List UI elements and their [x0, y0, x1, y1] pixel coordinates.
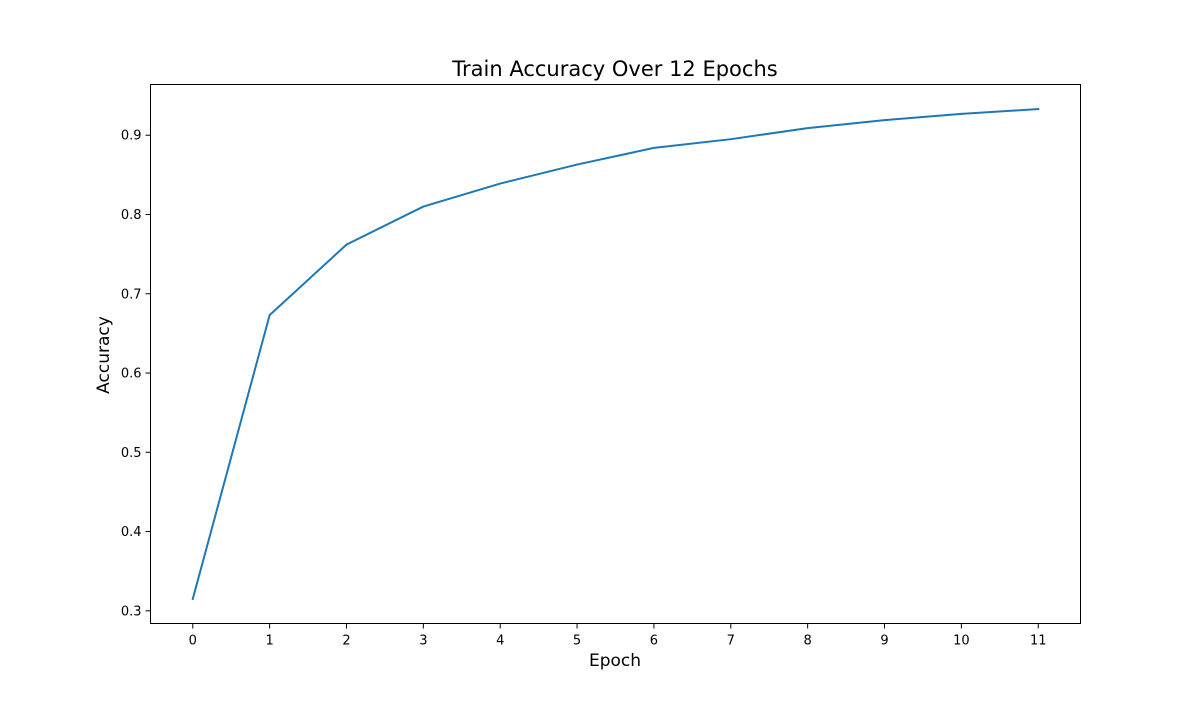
series-data-points [191, 108, 1040, 600]
data-point [960, 112, 963, 115]
x-tick-label: 11 [1030, 634, 1047, 649]
x-tick-label: 5 [573, 634, 581, 649]
data-point [499, 182, 502, 185]
data-point [806, 127, 809, 129]
data-point [345, 243, 348, 246]
y-tick-label: 0.3 [121, 604, 142, 619]
data-point [268, 314, 271, 317]
x-tick-label: 6 [650, 634, 658, 649]
y-tick-label: 0.5 [121, 446, 142, 461]
y-tick-label: 0.9 [121, 129, 142, 144]
x-tick-label: 3 [419, 634, 427, 649]
x-tick-label: 9 [880, 634, 888, 649]
data-point [883, 119, 886, 122]
y-axis-ticks: 0.3 0.4 0.5 0.6 0.7 0.8 0.9 [121, 129, 151, 619]
data-point [422, 205, 425, 208]
x-tick-label: 1 [265, 634, 273, 649]
y-tick-label: 0.7 [121, 287, 142, 302]
x-axis-ticks: 0 1 2 3 4 5 6 7 8 9 10 11 [189, 623, 1047, 649]
x-tick-label: 8 [804, 634, 812, 649]
plot-area-frame [150, 84, 1081, 624]
x-tick-label: 2 [342, 634, 350, 649]
data-point [729, 138, 732, 141]
x-axis-label: Epoch [589, 651, 641, 671]
x-tick-label: 10 [953, 634, 970, 649]
data-point [653, 147, 655, 149]
y-tick-label: 0.6 [121, 367, 142, 382]
x-tick-label: 0 [189, 634, 197, 649]
y-tick-label: 0.8 [121, 208, 142, 223]
y-tick-label: 0.4 [121, 525, 142, 540]
data-point [576, 163, 578, 166]
chart-title: Train Accuracy Over 12 Epochs [451, 57, 777, 81]
data-point [191, 598, 194, 600]
data-point [1037, 108, 1040, 110]
x-tick-label: 7 [727, 634, 735, 649]
y-axis-label: Accuracy [94, 316, 114, 394]
accuracy-series-line [191, 108, 1040, 601]
x-tick-label: 4 [496, 634, 504, 649]
